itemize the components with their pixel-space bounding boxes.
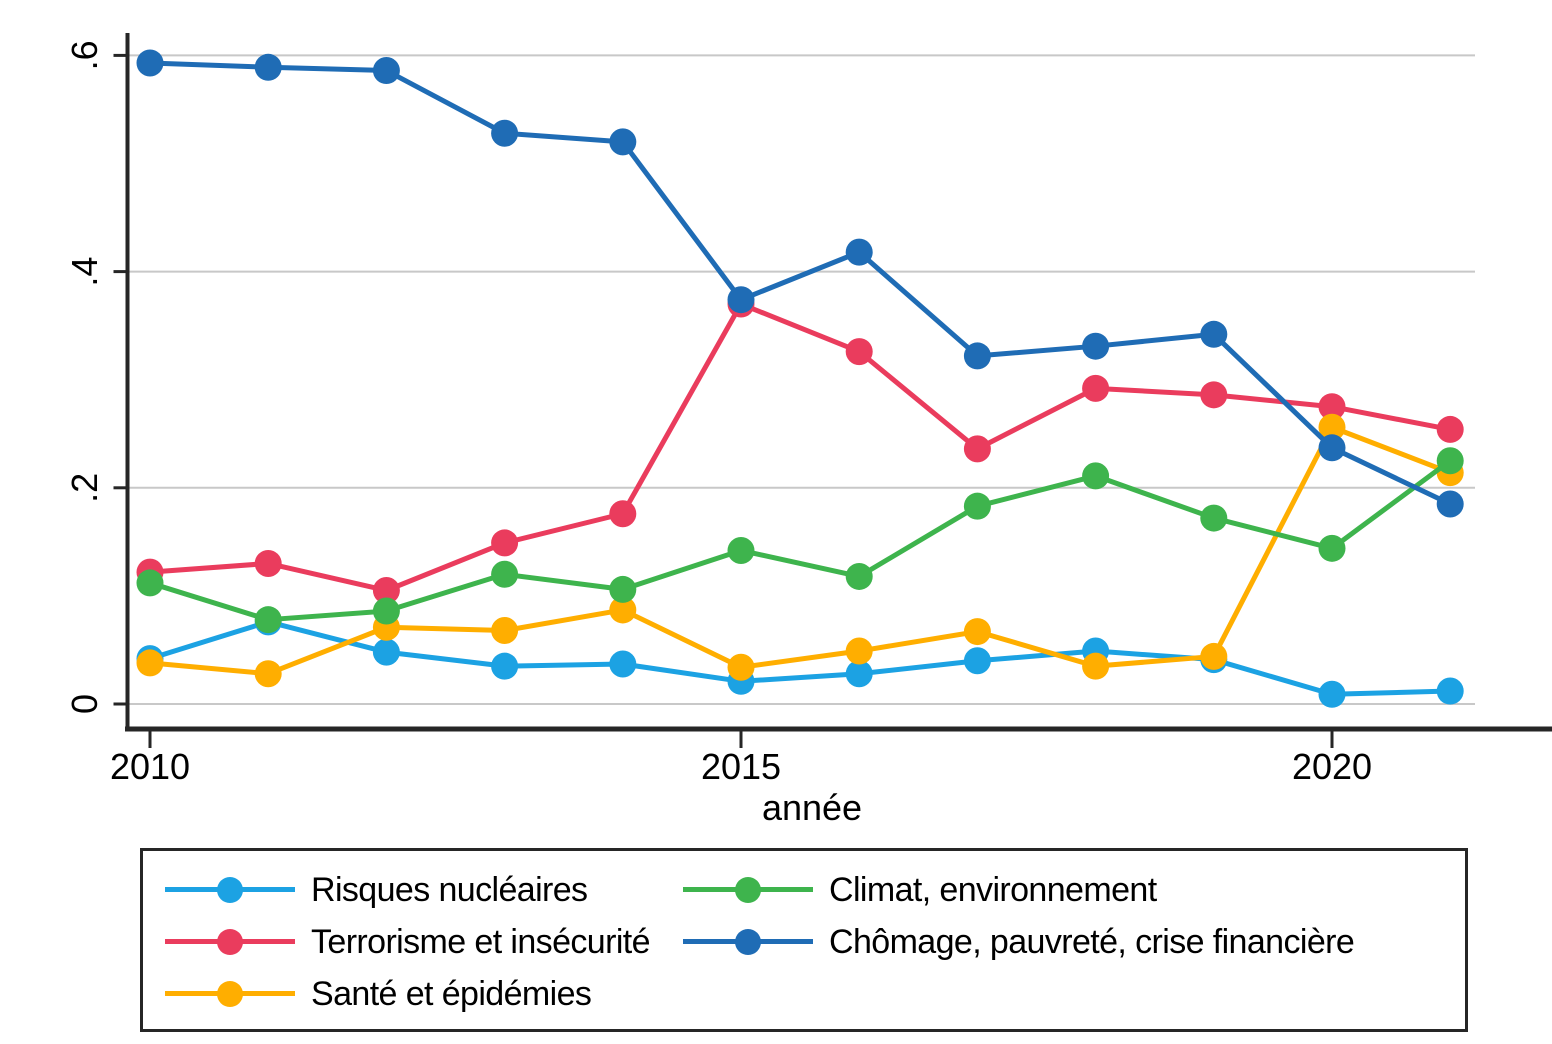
data-point-climat-environnement-2015 bbox=[727, 536, 755, 564]
line-chart: 0 .2 .4 .6 2010 2015 2020 année bbox=[64, 33, 1552, 828]
series-line-sante-et-epidemies bbox=[149, 424, 1452, 677]
legend: Risques nucléaires Climat, environnement… bbox=[140, 848, 1468, 1032]
data-point-risques-nucleaires-2014 bbox=[609, 650, 637, 678]
data-point-terrorisme-et-insecurite-2016 bbox=[845, 338, 873, 366]
dot-marker-icon bbox=[217, 981, 243, 1007]
legend-item-terrorisme-et-insecurite: Terrorisme et insécurité bbox=[165, 923, 683, 962]
data-point-climat-environnement-2020 bbox=[1318, 534, 1346, 562]
y-tick-label-.4: .4 bbox=[64, 257, 105, 287]
data-point-sante-et-epidemies-2013 bbox=[491, 616, 519, 644]
series-line-climat-environnement bbox=[149, 458, 1452, 623]
dot-marker-icon bbox=[735, 877, 761, 903]
data-point-chomage-pauvrete-crise-financiere-2019 bbox=[1200, 320, 1228, 348]
data-point-risques-nucleaires-2013 bbox=[491, 652, 519, 680]
legend-item-chomage-pauvrete-crise-financiere: Chômage, pauvreté, crise financière bbox=[683, 923, 1465, 962]
data-point-climat-environnement-2013 bbox=[491, 560, 519, 588]
dot-marker-icon bbox=[217, 877, 243, 903]
series-line-terrorisme-et-insecurite bbox=[149, 301, 1451, 593]
x-tick-label-2020: 2020 bbox=[1292, 746, 1372, 787]
legend-marker-sante-et-epidemies bbox=[165, 980, 295, 1008]
data-point-risques-nucleaires-2016 bbox=[845, 660, 873, 688]
data-point-climat-environnement-2021 bbox=[1436, 447, 1464, 475]
data-point-sante-et-epidemies-2010 bbox=[136, 649, 164, 677]
data-point-risques-nucleaires-2012 bbox=[372, 638, 400, 666]
legend-item-climat-environnement: Climat, environnement bbox=[683, 871, 1465, 910]
data-point-chomage-pauvrete-crise-financiere-2013 bbox=[491, 119, 519, 147]
data-point-climat-environnement-2012 bbox=[372, 597, 400, 625]
data-point-terrorisme-et-insecurite-2020 bbox=[1318, 393, 1346, 421]
data-point-terrorisme-et-insecurite-2021 bbox=[1436, 415, 1464, 443]
data-point-chomage-pauvrete-crise-financiere-2020 bbox=[1318, 434, 1346, 462]
data-point-chomage-pauvrete-crise-financiere-2018 bbox=[1082, 332, 1110, 360]
data-point-chomage-pauvrete-crise-financiere-2011 bbox=[254, 53, 282, 81]
dot-marker-icon bbox=[735, 929, 761, 955]
data-point-sante-et-epidemies-2018 bbox=[1082, 652, 1110, 680]
legend-label-climat-environnement: Climat, environnement bbox=[829, 870, 1157, 909]
legend-marker-risques-nucleaires bbox=[165, 876, 295, 904]
data-point-sante-et-epidemies-2014 bbox=[609, 596, 637, 624]
data-point-climat-environnement-2017 bbox=[963, 492, 991, 520]
data-point-sante-et-epidemies-2016 bbox=[845, 637, 873, 665]
data-point-risques-nucleaires-2017 bbox=[963, 647, 991, 675]
data-point-terrorisme-et-insecurite-2018 bbox=[1082, 374, 1110, 402]
data-point-terrorisme-et-insecurite-2013 bbox=[491, 529, 519, 557]
data-point-risques-nucleaires-2021 bbox=[1436, 677, 1464, 705]
data-point-chomage-pauvrete-crise-financiere-2014 bbox=[609, 128, 637, 156]
data-point-risques-nucleaires-2020 bbox=[1318, 680, 1346, 708]
data-point-climat-environnement-2016 bbox=[845, 562, 873, 590]
data-point-chomage-pauvrete-crise-financiere-2021 bbox=[1436, 490, 1464, 518]
legend-marker-climat-environnement bbox=[683, 876, 813, 904]
series-line-chomage-pauvrete-crise-financiere bbox=[149, 60, 1452, 507]
data-point-chomage-pauvrete-crise-financiere-2015 bbox=[727, 286, 755, 314]
x-tick-label-2010: 2010 bbox=[110, 746, 190, 787]
legend-label-sante-et-epidemies: Santé et épidémies bbox=[311, 974, 592, 1013]
data-point-terrorisme-et-insecurite-2012 bbox=[372, 576, 400, 604]
data-point-terrorisme-et-insecurite-2014 bbox=[609, 500, 637, 528]
y-tick-label-.2: .2 bbox=[64, 473, 105, 503]
data-point-climat-environnement-2018 bbox=[1082, 462, 1110, 490]
data-point-climat-environnement-2011 bbox=[254, 606, 282, 634]
data-point-terrorisme-et-insecurite-2017 bbox=[963, 435, 991, 463]
dot-marker-icon bbox=[217, 929, 243, 955]
legend-marker-chomage-pauvrete-crise-financiere bbox=[683, 928, 813, 956]
data-point-chomage-pauvrete-crise-financiere-2012 bbox=[372, 57, 400, 85]
data-point-climat-environnement-2014 bbox=[609, 575, 637, 603]
data-point-chomage-pauvrete-crise-financiere-2017 bbox=[963, 342, 991, 370]
data-point-sante-et-epidemies-2019 bbox=[1200, 642, 1228, 670]
data-point-sante-et-epidemies-2011 bbox=[254, 660, 282, 688]
data-point-chomage-pauvrete-crise-financiere-2016 bbox=[845, 238, 873, 266]
data-point-climat-environnement-2010 bbox=[136, 569, 164, 597]
legend-label-terrorisme-et-insecurite: Terrorisme et insécurité bbox=[311, 922, 651, 961]
data-point-terrorisme-et-insecurite-2011 bbox=[254, 549, 282, 577]
data-point-climat-environnement-2019 bbox=[1200, 504, 1228, 532]
data-point-sante-et-epidemies-2017 bbox=[963, 618, 991, 646]
series-line-risques-nucleaires bbox=[149, 619, 1451, 697]
data-point-terrorisme-et-insecurite-2019 bbox=[1200, 381, 1228, 409]
data-point-sante-et-epidemies-2015 bbox=[727, 653, 755, 681]
x-axis-title: année bbox=[762, 787, 862, 828]
y-tick-label-0: 0 bbox=[64, 694, 105, 714]
data-point-sante-et-epidemies-2020 bbox=[1318, 413, 1346, 441]
legend-item-risques-nucleaires: Risques nucléaires bbox=[165, 871, 683, 910]
legend-item-sante-et-epidemies: Santé et épidémies bbox=[165, 975, 683, 1014]
legend-label-risques-nucleaires: Risques nucléaires bbox=[311, 870, 588, 909]
legend-marker-terrorisme-et-insecurite bbox=[165, 928, 295, 956]
data-point-chomage-pauvrete-crise-financiere-2010 bbox=[136, 49, 164, 77]
legend-label-chomage-pauvrete-crise-financiere: Chômage, pauvreté, crise financière bbox=[829, 922, 1355, 961]
y-tick-label-.6: .6 bbox=[64, 40, 105, 70]
x-tick-label-2015: 2015 bbox=[701, 746, 781, 787]
